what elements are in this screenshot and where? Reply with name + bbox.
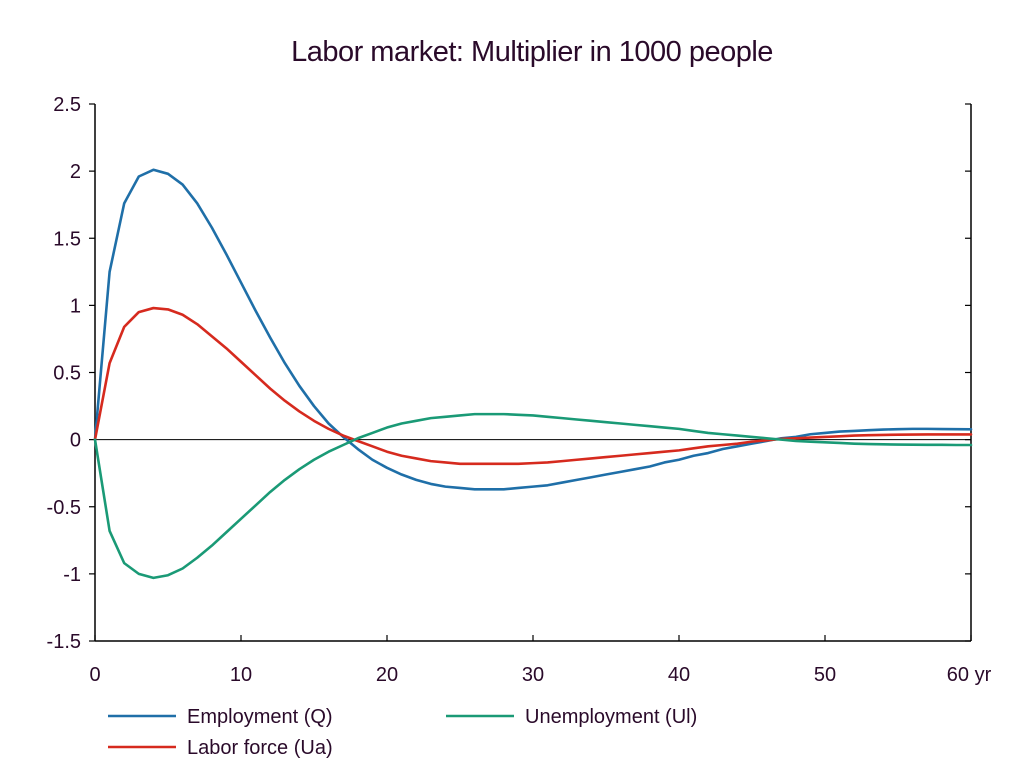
x-tick-label: 10 bbox=[230, 664, 252, 686]
y-tick-label: 2.5 bbox=[53, 94, 81, 116]
y-tick-label: 0.5 bbox=[53, 363, 81, 385]
legend: Employment (Q) Unemployment (Ul) Labor for… bbox=[108, 706, 697, 759]
y-tick-label: 1 bbox=[70, 295, 81, 317]
axes: 2.5 2 1.5 1 0.5 0 -0.5 -1 -1.5 0 10 20 30 40 50 60 yr bbox=[47, 94, 992, 686]
legend-label-2: Labor force (Ua) bbox=[187, 737, 333, 759]
series-line-0 bbox=[93, 168, 973, 491]
y-tick-label: -1.5 bbox=[47, 631, 81, 653]
y-tick-label: 0 bbox=[70, 430, 81, 452]
x-tick-label: 0 bbox=[89, 664, 100, 686]
series-lines bbox=[93, 168, 973, 580]
x-tick-label: 50 bbox=[814, 664, 836, 686]
legend-label-0: Employment (Q) bbox=[187, 706, 333, 728]
y-tick-label: -0.5 bbox=[47, 497, 81, 519]
x-tick-label: 40 bbox=[668, 664, 690, 686]
series-line-2 bbox=[93, 412, 973, 580]
x-tick-label: 20 bbox=[376, 664, 398, 686]
y-tick-label: 1.5 bbox=[53, 228, 81, 250]
legend-label-1: Unemployment (Ul) bbox=[525, 706, 697, 728]
series-line-1 bbox=[93, 306, 973, 466]
y-tick-label: 2 bbox=[70, 161, 81, 183]
x-tick-label: 60 yr bbox=[947, 664, 992, 686]
x-tick-label: 30 bbox=[522, 664, 544, 686]
y-tick-label: -1 bbox=[63, 564, 81, 586]
chart-title: Labor market: Multiplier in 1000 people bbox=[291, 36, 773, 68]
